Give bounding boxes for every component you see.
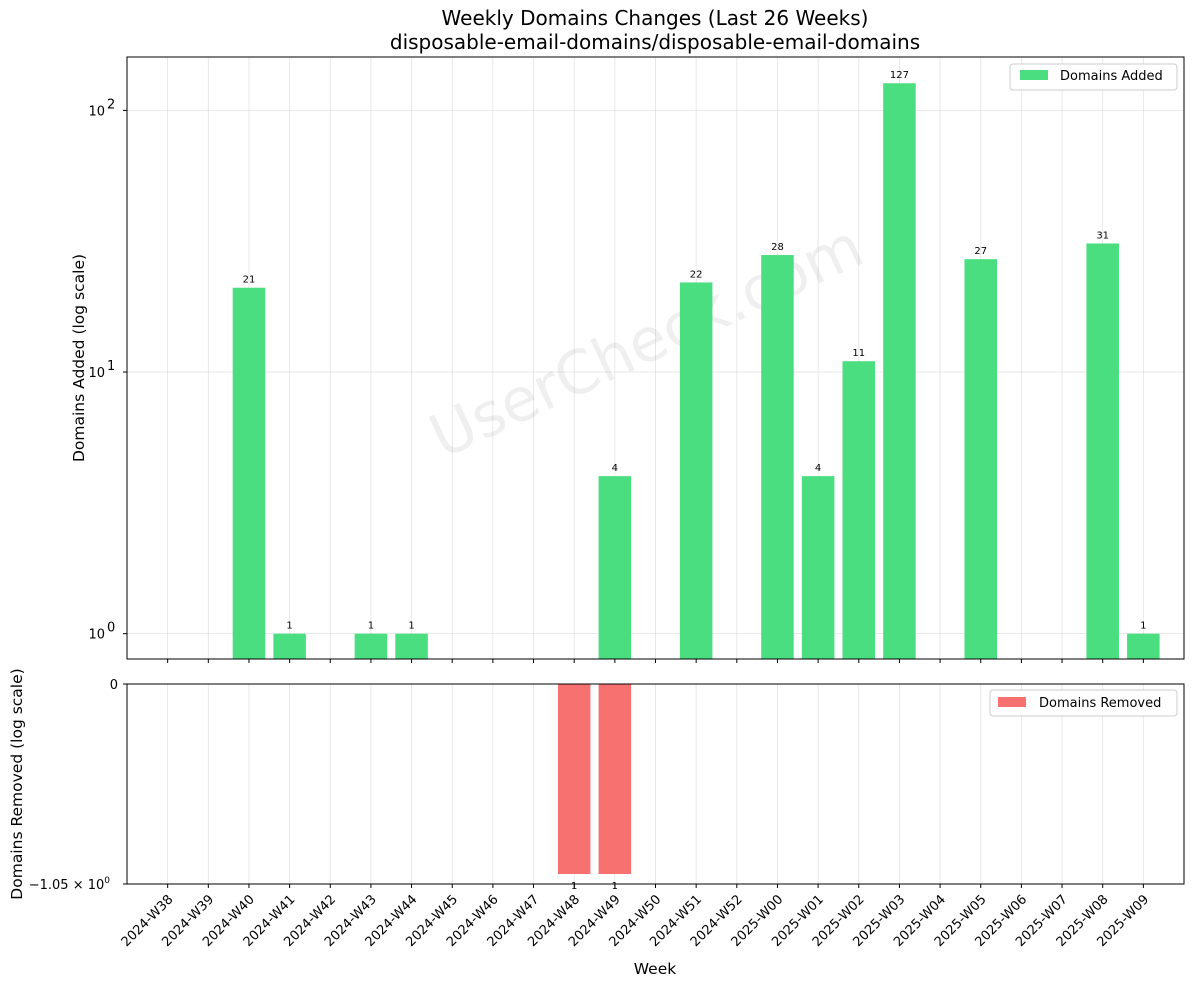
data-label-added: 21	[243, 275, 256, 286]
chart-subtitle: disposable-email-domains/disposable-emai…	[390, 30, 920, 54]
data-label-added: 1	[368, 621, 374, 632]
top-ytick-exponent: 0	[107, 621, 115, 636]
bar-added	[1127, 633, 1160, 659]
top-ytick-label: 10	[88, 628, 105, 643]
top-ytick-label: 10	[88, 104, 105, 119]
data-label-added: 4	[612, 463, 618, 474]
bar-removed	[557, 684, 591, 874]
bottom-y-ticks: 0 −1.05 × 100	[29, 678, 127, 893]
bottom-panel: 11 0 −1.05 × 100 Domains Removed (log sc…	[8, 659, 1185, 978]
bar-added	[273, 633, 306, 659]
bar-added	[1086, 243, 1119, 660]
data-label-added: 1	[1140, 621, 1146, 632]
top-ytick-exponent: 2	[107, 97, 115, 112]
bar-added	[354, 633, 388, 659]
bar-added	[883, 83, 916, 660]
legend-removed: Domains Removed	[989, 689, 1178, 717]
data-label-added: 27	[974, 246, 987, 257]
legend-added-label: Domains Added	[1060, 69, 1163, 84]
data-label-added: 28	[771, 242, 784, 253]
data-label-added: 127	[890, 70, 909, 81]
bar-added	[964, 259, 997, 659]
bar-added	[801, 476, 835, 659]
bottom-ytick-zero: 0	[110, 678, 118, 693]
bar-added	[679, 282, 713, 659]
bar-removed	[598, 684, 632, 874]
data-label-added: 11	[852, 348, 865, 359]
bar-added	[842, 361, 876, 659]
data-label-added: 31	[1096, 230, 1109, 241]
top-ytick-label: 10	[88, 366, 105, 381]
bar-added	[598, 476, 632, 659]
data-label-added: 22	[690, 269, 703, 280]
top-ytick-exponent: 1	[107, 359, 115, 374]
data-label-added: 1	[286, 621, 292, 632]
x-axis-label: Week	[634, 960, 676, 978]
bar-added	[761, 255, 794, 659]
data-label-added: 4	[815, 463, 821, 474]
legend-removed-swatch	[998, 697, 1026, 707]
bottom-ytick-min: −1.05 × 100	[29, 876, 111, 893]
bottom-y-axis-label: Domains Removed (log scale)	[8, 668, 26, 899]
data-label-added: 1	[408, 621, 414, 632]
legend-added: Domains Added	[1009, 63, 1178, 91]
bar-added	[395, 633, 428, 659]
watermark: UserCheck.com	[419, 211, 873, 472]
legend-added-swatch	[1020, 70, 1048, 80]
bar-added	[232, 287, 266, 659]
legend-removed-label: Domains Removed	[1039, 696, 1161, 711]
chart-title: Weekly Domains Changes (Last 26 Weeks)	[442, 6, 869, 30]
top-y-axis-label: Domains Added (log scale)	[70, 254, 88, 462]
